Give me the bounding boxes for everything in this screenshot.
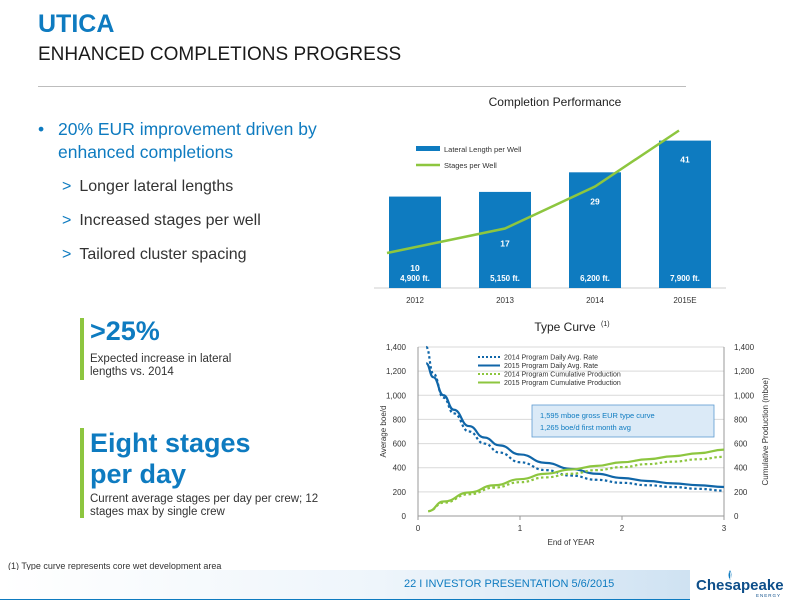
callout-accent-bar bbox=[80, 428, 84, 518]
chart-title: Completion Performance bbox=[489, 95, 622, 109]
x-axis-label: End of YEAR bbox=[548, 538, 595, 547]
series-line bbox=[425, 362, 725, 489]
y2-tick-label: 600 bbox=[734, 440, 748, 449]
sub-bullet: > Increased stages per well bbox=[62, 212, 261, 230]
sub-bullet-text: Longer lateral lengths bbox=[79, 178, 234, 195]
y2-tick-label: 200 bbox=[734, 488, 748, 497]
bullet-dot-icon: • bbox=[38, 119, 45, 139]
title-footnote-marker: (1) bbox=[601, 321, 610, 328]
slide-subtitle: ENHANCED COMPLETIONS PROGRESS bbox=[38, 44, 402, 65]
stage-label: 29 bbox=[590, 197, 600, 207]
footer-band bbox=[0, 570, 690, 600]
footer-text: 22 I INVESTOR PRESENTATION 5/6/2015 bbox=[404, 578, 615, 590]
stages-line bbox=[386, 129, 680, 255]
y-tick-label: 0 bbox=[402, 512, 407, 521]
logo-icon: Chesapeake ENERGY bbox=[696, 570, 784, 598]
stage-label: 17 bbox=[500, 239, 510, 249]
legend-label: Lateral Length per Well bbox=[444, 145, 522, 154]
annotation-box bbox=[531, 404, 715, 438]
x-tick-label: 2 bbox=[620, 524, 625, 533]
x-tick-label: 2013 bbox=[496, 296, 514, 305]
y2-tick-label: 1,200 bbox=[734, 367, 755, 376]
company-logo: Chesapeake ENERGY bbox=[694, 568, 794, 598]
series-line bbox=[428, 455, 725, 513]
legend-label: 2015 Program Cumulative Production bbox=[504, 380, 621, 387]
main-bullet: • 20% EUR improvement driven by enhanced… bbox=[38, 118, 368, 164]
svg-text:Chesapeake: Chesapeake bbox=[696, 577, 784, 594]
legend-label: Stages per Well bbox=[444, 161, 497, 170]
y-tick-label: 400 bbox=[393, 464, 407, 473]
legend-label: 2015 Program Daily Avg. Rate bbox=[504, 363, 598, 370]
bar-label: 4,900 ft. bbox=[400, 274, 430, 283]
completion-performance-chart: Completion Performance Lateral Length per… bbox=[374, 95, 726, 305]
arrow-marker-icon: > bbox=[62, 246, 72, 263]
chart-title: Type Curve bbox=[534, 320, 596, 334]
sub-bullet: > Longer lateral lengths bbox=[62, 178, 233, 196]
bar-label: 5,150 ft. bbox=[490, 274, 520, 283]
bar-label: 6,200 ft. bbox=[580, 274, 610, 283]
callout-big-text: Eight stages per day bbox=[90, 428, 251, 489]
y2-tick-label: 1,000 bbox=[734, 391, 755, 400]
bar bbox=[389, 196, 441, 288]
y-tick-label: 200 bbox=[393, 488, 407, 497]
x-tick-label: 1 bbox=[518, 524, 523, 533]
callout-accent-bar bbox=[80, 318, 84, 380]
bar bbox=[479, 191, 531, 288]
arrow-marker-icon: > bbox=[62, 212, 72, 229]
stage-label: 10 bbox=[410, 263, 420, 273]
sub-bullet-text: Tailored cluster spacing bbox=[79, 246, 247, 263]
y-tick-label: 800 bbox=[393, 415, 407, 424]
callout-small-text: Expected increase in lateral lengths vs.… bbox=[90, 353, 232, 378]
legend-label: 2014 Program Daily Avg. Rate bbox=[504, 355, 598, 362]
y2-tick-label: 1,400 bbox=[734, 343, 755, 352]
annotation-line: 1,265 boe/d first month avg bbox=[540, 423, 631, 432]
x-tick-label: 2014 bbox=[586, 296, 604, 305]
footnote: (1) Type curve represents core wet devel… bbox=[8, 561, 222, 571]
sub-bullet: > Tailored cluster spacing bbox=[62, 246, 247, 264]
bar-label: 7,900 ft. bbox=[670, 274, 700, 283]
y-tick-label: 1,200 bbox=[386, 367, 407, 376]
callout-big-text: >25% bbox=[90, 316, 160, 346]
series-line bbox=[425, 345, 725, 492]
y2-tick-label: 0 bbox=[734, 512, 739, 521]
x-tick-label: 2012 bbox=[406, 296, 424, 305]
callout-small-text: Current average stages per day per crew;… bbox=[90, 493, 319, 518]
stage-label: 41 bbox=[680, 155, 690, 165]
arrow-marker-icon: > bbox=[62, 178, 72, 195]
y2-tick-label: 400 bbox=[734, 464, 748, 473]
y-tick-label: 1,400 bbox=[386, 343, 407, 352]
series-line bbox=[428, 448, 725, 513]
y-axis-label: Average boe/d bbox=[379, 406, 388, 458]
bar bbox=[659, 140, 711, 288]
x-tick-label: 0 bbox=[416, 524, 421, 533]
slide-title: UTICA bbox=[38, 10, 115, 38]
bar bbox=[569, 172, 621, 288]
x-tick-label: 3 bbox=[722, 524, 727, 533]
main-bullet-text: 20% EUR improvement driven by enhanced c… bbox=[58, 119, 317, 162]
legend-label: 2014 Program Cumulative Production bbox=[504, 372, 621, 379]
sub-bullet-text: Increased stages per well bbox=[79, 212, 261, 229]
y-tick-label: 1,000 bbox=[386, 391, 407, 400]
x-tick-label: 2015E bbox=[673, 296, 696, 305]
legend-swatch-lateral bbox=[416, 146, 440, 151]
y2-tick-label: 800 bbox=[734, 415, 748, 424]
header-divider bbox=[38, 86, 686, 87]
y2-axis-label: Cumulative Production (mboe) bbox=[761, 377, 770, 485]
annotation-line: 1,595 mboe gross EUR type curve bbox=[540, 411, 655, 420]
svg-text:ENERGY: ENERGY bbox=[756, 593, 781, 598]
y-tick-label: 600 bbox=[393, 440, 407, 449]
